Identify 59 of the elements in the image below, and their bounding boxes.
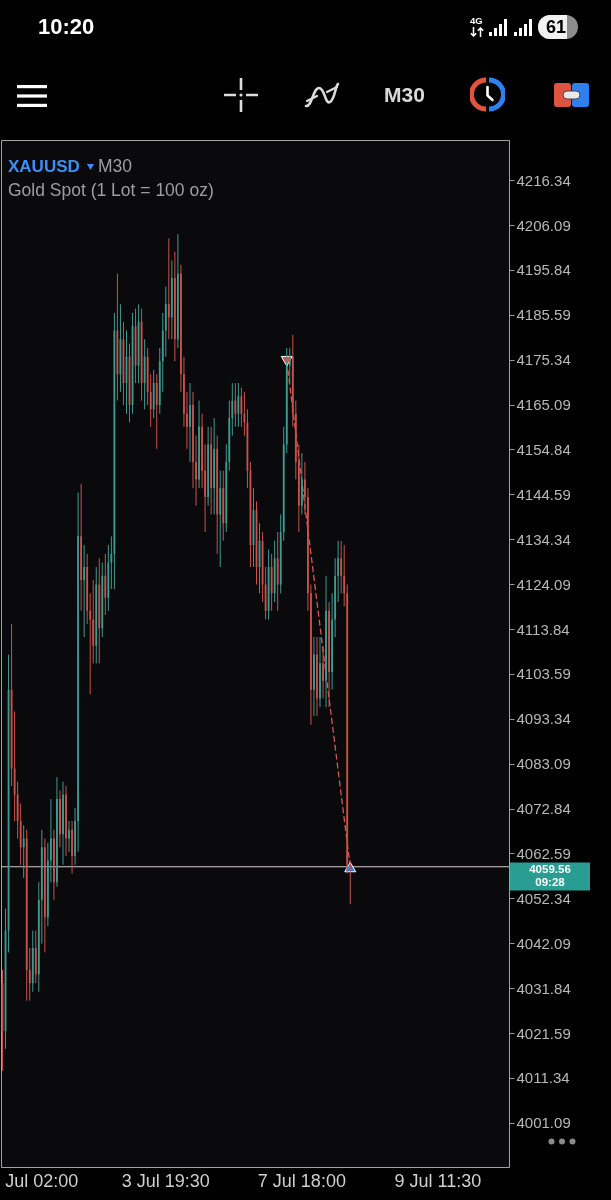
- y-tick-label: 4083.09: [516, 755, 571, 773]
- text: 10:20: [38, 14, 95, 39]
- y-tick-label: 4154.84: [516, 440, 571, 458]
- candlestick: [56, 776, 58, 888]
- y-tick-label: 4011.34: [516, 1069, 570, 1087]
- y-tick-label: 4072.84: [516, 800, 571, 818]
- candlestick: [237, 382, 240, 428]
- candlestick: [59, 789, 61, 848]
- candlestick: [198, 400, 200, 489]
- candlestick: [104, 553, 107, 616]
- y-tick-label: 4062.59: [516, 844, 571, 862]
- y-tick-label: 4093.34: [516, 710, 571, 728]
- y-tick-label: 4103.59: [516, 665, 571, 683]
- candlestick: [155, 373, 158, 450]
- candlestick: [240, 386, 243, 428]
- candlestick: [53, 829, 55, 901]
- y-tick-label: 4021.59: [516, 1024, 571, 1042]
- candlestick: [65, 785, 67, 857]
- candlestick: [189, 382, 191, 463]
- candlestick: [176, 233, 179, 349]
- y-tick-label: 4216.34: [516, 171, 571, 189]
- y-tick-label: 4001.09: [516, 1114, 571, 1132]
- y-tick-label: 4175.34: [516, 351, 571, 369]
- candlestick: [167, 238, 170, 340]
- candlestick: [234, 382, 237, 428]
- text: 4G: [470, 15, 483, 26]
- x-tick-label: 9 Jul 11:30: [394, 1170, 482, 1191]
- text: XAUUSD: [8, 157, 80, 176]
- y-tick-label: 4031.84: [516, 979, 571, 997]
- candlestick: [322, 645, 324, 699]
- candlestick: [316, 636, 318, 717]
- y-tick-label: 4042.09: [516, 934, 571, 952]
- y-tick-label: 4185.59: [516, 306, 571, 324]
- y-tick-label: 4124.09: [516, 575, 571, 593]
- text: Gold Spot (1 Lot = 100 oz): [8, 180, 214, 200]
- y-tick-label: 4195.84: [516, 261, 571, 279]
- candlestick: [313, 636, 315, 717]
- candlestick: [328, 601, 330, 708]
- y-tick-label: 4144.59: [516, 485, 571, 503]
- ref-line-label: 4059.56: [529, 862, 571, 875]
- annotation: M30: [98, 156, 133, 176]
- x-tick-label: 7 Jul 18:00: [257, 1170, 346, 1191]
- y-tick-label: 4165.09: [516, 396, 571, 414]
- y-tick-label: 4052.34: [516, 889, 571, 907]
- candlestick: [71, 820, 73, 875]
- x-tick-label: Jul 02:00: [5, 1170, 79, 1191]
- candlestick: [340, 540, 343, 594]
- x-tick-label: 3 Jul 19:30: [121, 1170, 210, 1191]
- candlestick: [319, 636, 321, 708]
- candlestick: [68, 820, 70, 853]
- text: 61: [546, 17, 567, 37]
- text: M30: [384, 83, 425, 106]
- candlestick: [62, 781, 64, 866]
- y-tick-label: 4113.84: [516, 620, 570, 638]
- candlestick: [325, 575, 327, 708]
- candlestick: [22, 824, 25, 879]
- y-tick-label: 4134.34: [516, 530, 571, 548]
- text: 09:28: [535, 876, 566, 889]
- y-tick-label: 4206.09: [516, 216, 571, 234]
